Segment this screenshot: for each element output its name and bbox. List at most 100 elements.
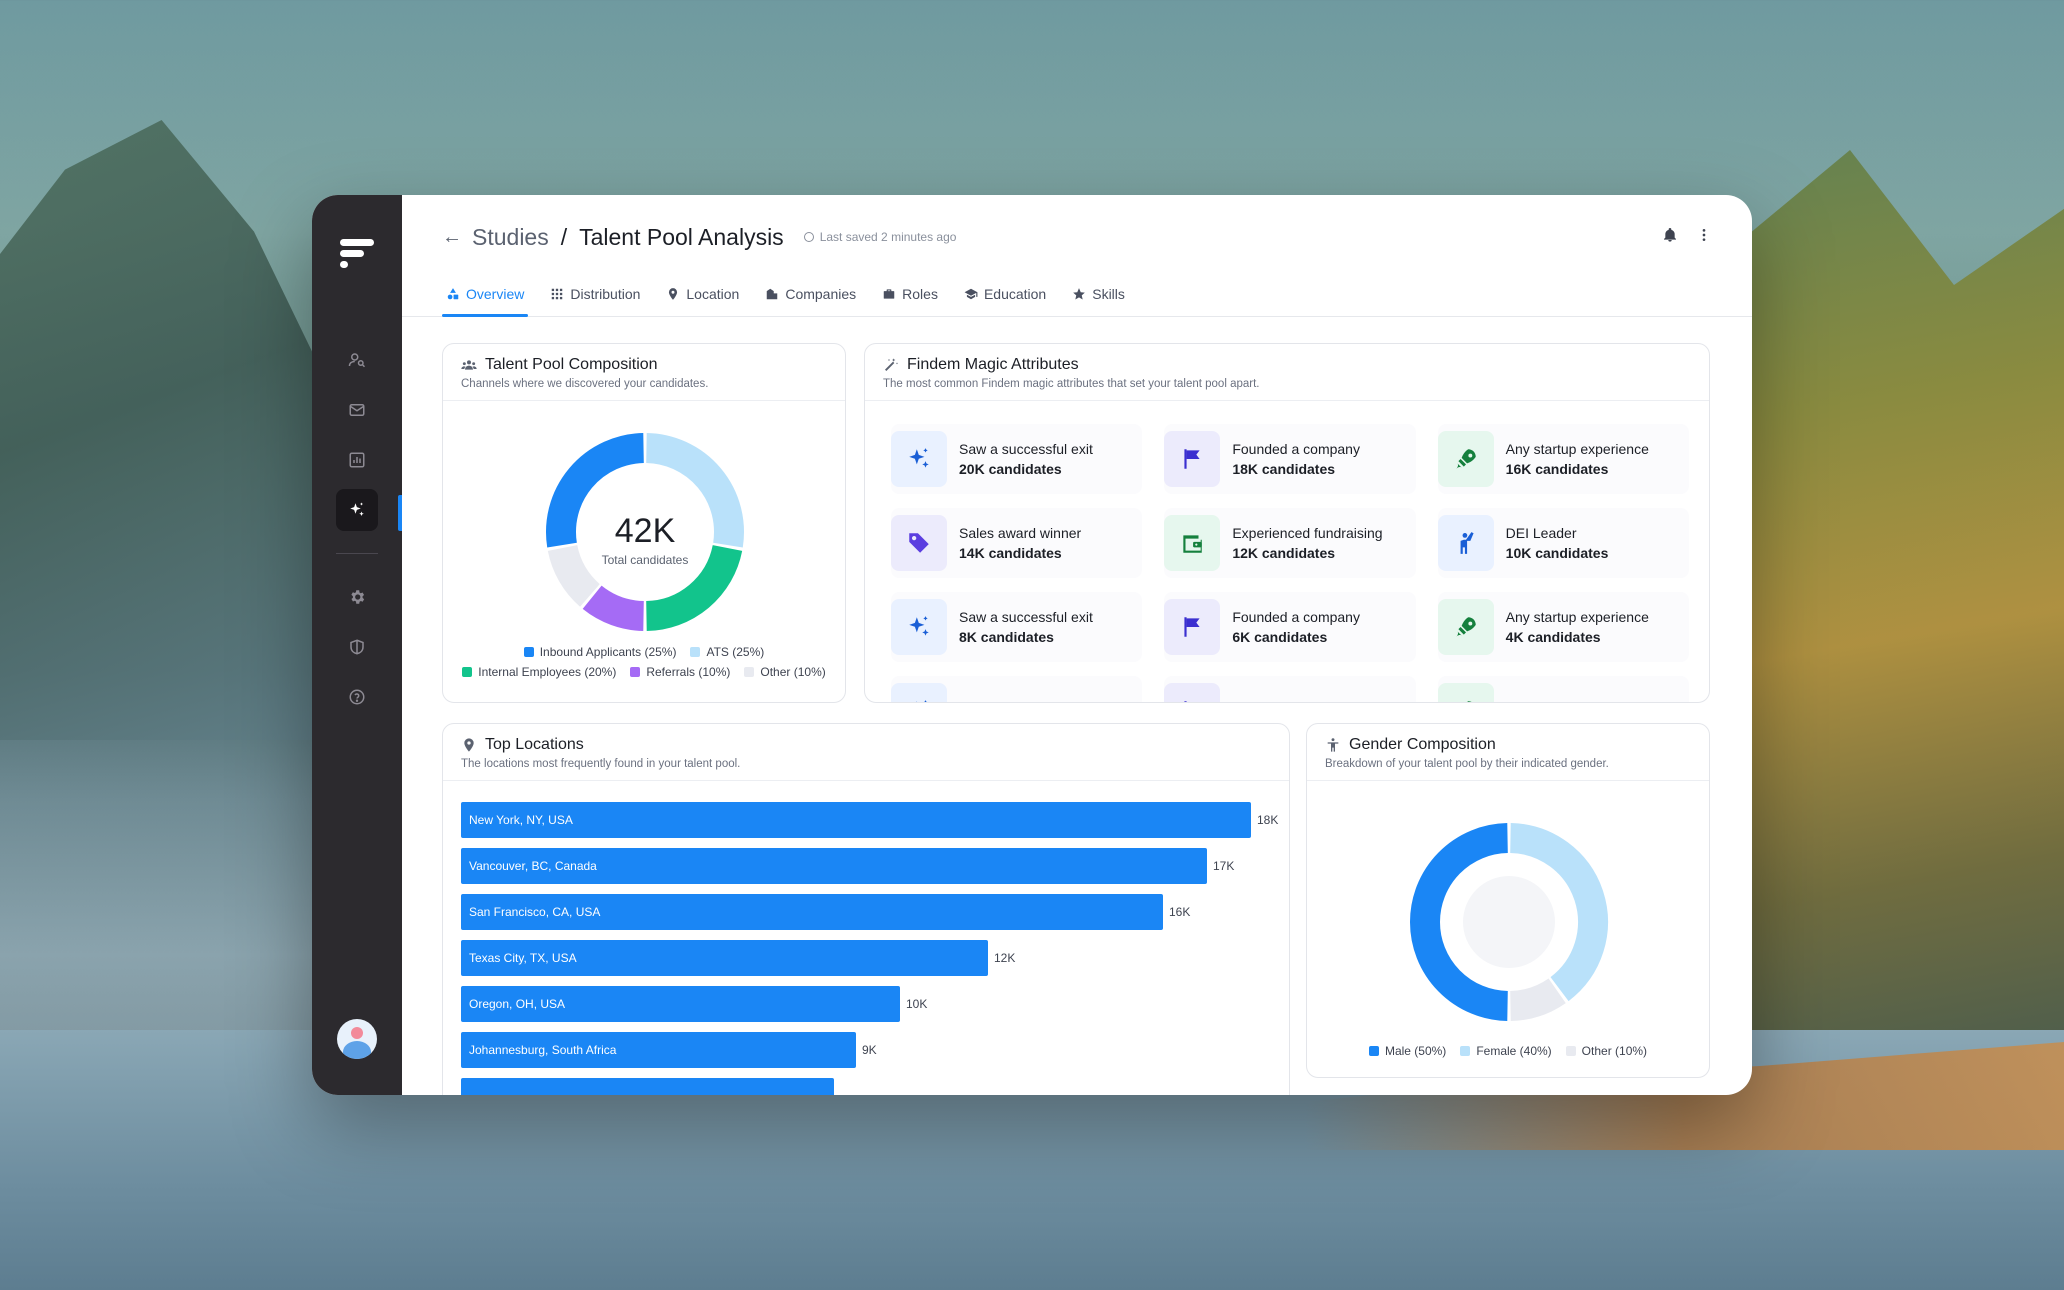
gender-donut-chart	[1410, 823, 1608, 1021]
more-options-icon[interactable]	[1696, 227, 1712, 248]
legend-label: Male (50%)	[1384, 1044, 1447, 1058]
donut-slice[interactable]	[1410, 823, 1509, 1021]
bell-icon[interactable]	[1662, 227, 1678, 248]
rocket-icon	[1437, 431, 1494, 487]
gender-subtitle: Breakdown of your talent pool by their i…	[1325, 758, 1609, 770]
composition-subtitle: Channels where we discovered your candid…	[461, 378, 709, 390]
attribute-name: Saw a successful exit	[959, 609, 1093, 625]
attribute-name: Founded a company	[1232, 441, 1360, 457]
composition-total: 42K	[615, 512, 676, 550]
attribute-count: 12K candidates	[1232, 545, 1336, 561]
magic-attribute-item[interactable]: Saw a successful exit 20K candidates	[891, 424, 1143, 494]
legend-item: Internal Employees (20%)	[462, 665, 616, 679]
legend-swatch	[462, 667, 473, 677]
magic-attribute-item[interactable]: Sales award winner 14K candidates	[891, 508, 1143, 578]
nav-search-people-icon[interactable]	[336, 339, 378, 381]
tab-label: Education	[983, 286, 1047, 302]
tab-location[interactable]: Location	[662, 286, 743, 316]
donut-slice[interactable]	[645, 544, 743, 631]
location-bar[interactable]: New York, NY, USA	[461, 802, 1251, 838]
magic-attribute-item[interactable]: Founded a company	[1164, 676, 1416, 702]
tab-label: Roles	[902, 286, 938, 302]
location-bar[interactable]: Texas City, TX, USA	[461, 940, 988, 976]
back-arrow-icon[interactable]: ←	[442, 225, 462, 248]
legend-label: Female (40%)	[1476, 1044, 1552, 1058]
location-bar-row: Johannesburg, South Africa 9K	[461, 1032, 1271, 1068]
tab-label: Skills	[1092, 286, 1125, 302]
legend-swatch	[1565, 1046, 1576, 1056]
legend-item: Referrals (10%)	[630, 665, 730, 679]
donut-slice[interactable]	[546, 433, 645, 548]
magic-attribute-item[interactable]: Any startup experience 4K candidates	[1437, 592, 1689, 662]
location-bar-value: 12K	[994, 951, 1016, 965]
saved-status-text: Last saved 2 minutes ago	[819, 230, 957, 244]
attribute-name: Any startup experience	[1505, 609, 1649, 625]
magic-wand-icon	[885, 358, 898, 371]
attribute-count: 4K candidates	[1505, 629, 1601, 645]
tab-distribution[interactable]: Distribution	[546, 286, 644, 316]
magic-attribute-item[interactable]: Any startup experience 16K candidates	[1437, 424, 1689, 494]
nav-mail-icon[interactable]	[336, 389, 378, 431]
tab-label: Location	[686, 286, 740, 302]
tab-skills[interactable]: Skills	[1068, 286, 1129, 316]
graduation-cap-icon	[964, 288, 978, 300]
donut-slice[interactable]	[1509, 978, 1566, 1021]
tab-overview[interactable]: Overview	[442, 286, 529, 317]
magic-attribute-item[interactable]: Saw a successful exit 8K candidates	[891, 592, 1143, 662]
legend-item: Male (50%)	[1368, 1044, 1447, 1058]
person-raised-hand-icon	[1437, 515, 1494, 571]
composition-title: Talent Pool Composition	[485, 356, 658, 373]
attribute-count: 8K candidates	[959, 629, 1054, 645]
tab-education[interactable]: Education	[960, 286, 1050, 316]
location-bar[interactable]: Oregon, OH, USA	[461, 986, 900, 1022]
location-bar-row: Oregon, OH, USA 10K	[461, 986, 1271, 1022]
donut-slice[interactable]	[547, 544, 601, 607]
nav-settings-icon[interactable]	[336, 576, 378, 618]
location-bar[interactable]: Vancouver, BC, Canada	[461, 848, 1207, 884]
magic-attribute-item[interactable]: Saw a successful exit	[891, 676, 1143, 702]
tab-roles[interactable]: Roles	[878, 286, 942, 316]
donut-slice[interactable]	[582, 585, 645, 631]
nav-magic-icon[interactable]	[336, 489, 378, 531]
main-content: ← Studies / Talent Pool Analysis Last sa…	[402, 195, 1752, 1095]
legend-label: ATS (25%)	[706, 645, 765, 659]
magic-attribute-item[interactable]: Founded a company 6K candidates	[1164, 592, 1416, 662]
location-bar[interactable]	[461, 1078, 834, 1095]
attribute-count: 16K candidates	[1505, 461, 1609, 477]
breadcrumb-studies-link[interactable]: Studies	[472, 223, 549, 250]
composition-total-label: Total candidates	[602, 553, 689, 567]
gender-title: Gender Composition	[1349, 736, 1496, 753]
nav-help-icon[interactable]	[336, 676, 378, 718]
star-icon	[1073, 288, 1086, 300]
legend-swatch	[1368, 1046, 1379, 1056]
magic-attributes-card: Findem Magic Attributes The most common …	[864, 343, 1710, 703]
tab-companies[interactable]: Companies	[761, 286, 860, 316]
legend-label: Other (10%)	[760, 665, 826, 679]
location-bar[interactable]: Johannesburg, South Africa	[461, 1032, 856, 1068]
attribute-count: 14K candidates	[959, 545, 1062, 561]
locations-subtitle: The locations most frequently found in y…	[461, 758, 741, 770]
attribute-name: Saw a successful exit	[959, 701, 1093, 702]
legend-swatch	[1460, 1046, 1471, 1056]
findem-logo[interactable]	[340, 239, 374, 269]
legend-item: Other (10%)	[1565, 1044, 1647, 1058]
legend-label: Referrals (10%)	[646, 665, 731, 679]
grid-icon	[552, 288, 563, 300]
sparkles-icon	[891, 599, 947, 655]
briefcase-icon	[883, 289, 895, 299]
magic-attribute-item[interactable]: Experienced fundraising 12K candidates	[1164, 508, 1416, 578]
flag-icon	[1164, 431, 1221, 487]
location-bar-row	[461, 1078, 1271, 1095]
avatar[interactable]	[337, 1019, 377, 1059]
location-bar-value: 18K	[1257, 813, 1279, 827]
location-bar[interactable]: San Francisco, CA, USA	[461, 894, 1163, 930]
location-bar-value: 16K	[1169, 905, 1191, 919]
nav-shield-icon[interactable]	[336, 626, 378, 668]
magic-attribute-item[interactable]: Any startup experience	[1437, 676, 1689, 702]
donut-slice[interactable]	[1509, 823, 1608, 1002]
donut-slice[interactable]	[645, 433, 744, 548]
magic-attribute-item[interactable]: Founded a company 18K candidates	[1164, 424, 1416, 494]
nav-chart-icon[interactable]	[336, 439, 378, 481]
gender-legend: Male (50%) Female (40%) Other (10%)	[1317, 1044, 1699, 1058]
magic-attribute-item[interactable]: DEI Leader 10K candidates	[1437, 508, 1689, 578]
